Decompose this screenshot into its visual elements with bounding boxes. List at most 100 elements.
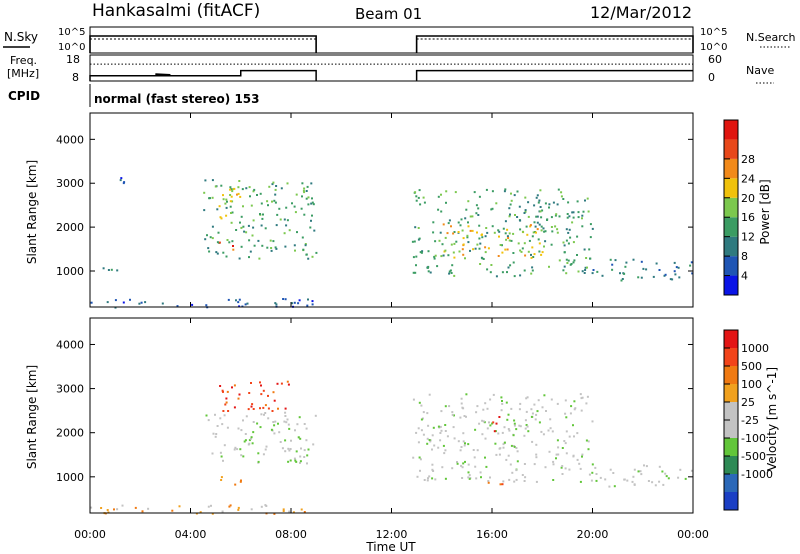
velocity-cell <box>527 430 530 433</box>
power-cell <box>658 269 661 271</box>
velocity-cell <box>555 457 557 460</box>
power-cell <box>504 188 507 191</box>
velocity-cell <box>564 399 567 402</box>
power-cell <box>573 259 576 262</box>
velocity-cell <box>434 478 437 481</box>
velocity-cell <box>574 407 577 410</box>
power-cell <box>274 246 277 249</box>
power-cell <box>558 259 561 262</box>
velocity-y-label: Slant Range [km] <box>25 365 39 469</box>
velocity-cell <box>277 407 279 410</box>
power-cell <box>523 269 526 272</box>
power-cell <box>565 239 568 242</box>
nsearch-tick-bottom: 10^0 <box>700 42 727 53</box>
velocity-cell <box>581 453 584 456</box>
power-cell <box>586 266 588 269</box>
velocity-cell <box>549 427 552 430</box>
power-cell <box>506 235 509 238</box>
power-cell <box>459 224 462 227</box>
power-cell <box>286 182 289 185</box>
power-cell <box>462 237 465 240</box>
velocity-cell <box>273 424 276 427</box>
velocity-colorbar-segment <box>724 420 738 438</box>
power-cell <box>611 268 614 271</box>
power-colorbar-label: Power [dB] <box>758 179 772 244</box>
velocity-cell <box>569 412 572 415</box>
velocity-cell <box>242 419 244 422</box>
power-cell <box>267 204 269 207</box>
velocity-cell <box>273 432 276 435</box>
power-colorbar-segment <box>724 120 738 140</box>
velocity-cell <box>555 453 558 456</box>
power-cell <box>269 239 272 242</box>
power-cell <box>218 205 221 208</box>
velocity-cell <box>248 442 251 445</box>
power-cell <box>546 219 548 221</box>
velocity-cell <box>211 452 214 455</box>
velocity-cell <box>535 480 538 483</box>
power-cell <box>472 248 475 251</box>
velocity-cell <box>523 434 526 437</box>
power-cell <box>114 306 117 309</box>
velocity-y-tick-label: 4000 <box>56 338 84 351</box>
velocity-cell <box>518 408 521 411</box>
power-cell <box>245 187 248 190</box>
power-cell <box>304 243 307 245</box>
velocity-cell <box>453 437 456 440</box>
velocity-cell <box>499 483 502 486</box>
velocity-cell <box>134 506 137 509</box>
velocity-cell <box>262 389 265 392</box>
power-cell <box>208 197 211 200</box>
velocity-cell <box>272 421 275 423</box>
velocity-cell <box>564 442 567 445</box>
velocity-cell <box>277 422 279 425</box>
velocity-cell <box>594 466 597 469</box>
power-cell <box>176 305 179 308</box>
velocity-cell <box>591 463 594 466</box>
power-cell <box>538 250 541 253</box>
velocity-cell <box>431 448 433 451</box>
power-cell <box>266 246 269 249</box>
velocity-cell <box>428 393 431 396</box>
velocity-cell <box>286 418 289 421</box>
power-cell <box>498 235 500 238</box>
velocity-cell <box>444 430 447 432</box>
velocity-cell <box>312 443 315 446</box>
power-cell <box>211 225 214 228</box>
velocity-cell <box>106 509 109 511</box>
velocity-cell <box>287 423 290 426</box>
velocity-cell <box>573 408 576 411</box>
velocity-cell <box>525 410 528 413</box>
velocity-cell <box>281 447 284 450</box>
power-cell <box>302 189 305 192</box>
velocity-colorbar-tick-label: -25 <box>741 414 759 427</box>
velocity-cell <box>219 417 222 420</box>
power-cell <box>307 257 310 260</box>
power-cell <box>216 241 219 244</box>
velocity-cell <box>468 477 471 480</box>
velocity-cell <box>515 447 518 449</box>
velocity-cell <box>250 436 253 439</box>
velocity-cell <box>505 458 508 461</box>
velocity-cell <box>107 511 110 514</box>
power-cell <box>503 190 506 193</box>
power-cell <box>478 195 481 198</box>
velocity-cell <box>524 427 527 430</box>
velocity-cell <box>284 407 287 410</box>
velocity-colorbar-segment <box>724 348 738 366</box>
velocity-cell <box>609 468 612 471</box>
power-cell <box>417 227 420 229</box>
velocity-cell <box>451 411 454 414</box>
velocity-cell <box>221 423 224 426</box>
power-cell <box>248 239 251 242</box>
power-cell <box>501 251 504 254</box>
power-cell <box>229 186 232 189</box>
power-cell <box>563 251 566 254</box>
velocity-cell <box>207 419 210 422</box>
power-cell <box>204 179 207 182</box>
power-cell <box>504 232 507 235</box>
power-cell <box>446 232 449 235</box>
velocity-cell <box>631 480 634 483</box>
power-cell <box>306 185 309 188</box>
power-cell <box>491 207 494 210</box>
